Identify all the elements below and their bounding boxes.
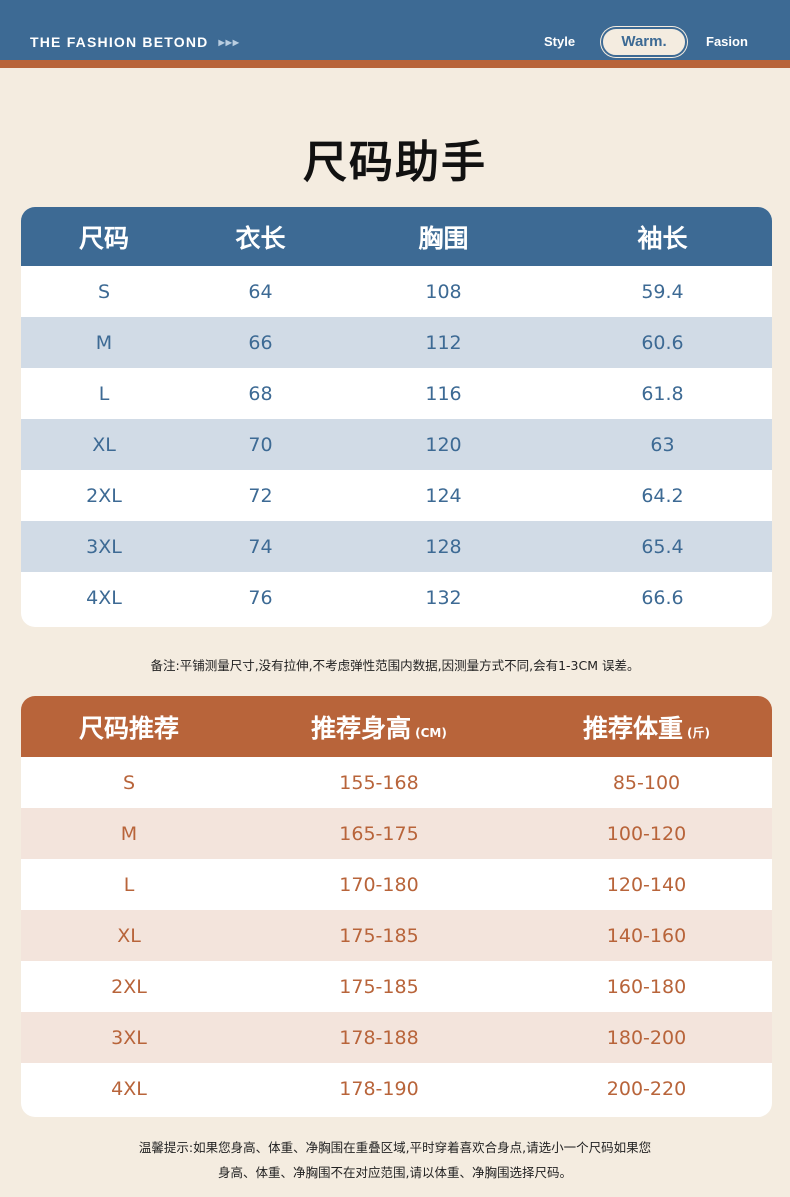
cell-rec-size: 4XL [111,1077,147,1100]
size-table-row: 4XL 76 132 66.6 [21,572,772,623]
header-rec-size: 尺码推荐 [78,713,179,743]
size-table-row: M 66 112 60.6 [21,317,772,368]
nav-fasion[interactable]: Fasion [706,34,748,49]
cell-height: 175-185 [339,924,419,947]
cell-sleeve: 64.2 [641,484,684,507]
recommend-table-row: XL 175-185 140-160 [21,910,772,961]
page-title: 尺码助手 [303,137,487,188]
cell-rec-size: 2XL [111,975,147,998]
top-banner: THE FASHION BETOND ▶▶▶ Style Warm. Fasion [0,0,790,68]
cell-size: S [97,280,111,303]
tip-line-2: 身高、体重、净胸围不在对应范围,请以体重、净胸围选择尺码。 [218,1165,572,1180]
recommend-table-row: L 170-180 120-140 [21,859,772,910]
cell-length: 76 [248,586,273,609]
cell-size: L [98,382,110,405]
cell-weight: 120-140 [606,873,687,896]
brand-text: THE FASHION BETOND ▶▶▶ [30,34,240,50]
cell-size: M [95,331,113,354]
cell-weight: 85-100 [612,771,681,794]
cell-size: 3XL [86,535,122,558]
cell-sleeve: 66.6 [641,586,684,609]
cell-rec-size: L [123,873,135,896]
size-table-row: XL 70 120 63 [21,419,772,470]
header-size: 尺码 [78,223,129,253]
recommend-table-header: 尺码推荐 推荐身高 (CM) 推荐体重 (斤) [21,696,772,757]
cell-weight: 140-160 [606,924,687,947]
cell-sleeve: 61.8 [641,382,684,405]
cell-length: 70 [248,433,273,456]
cell-length: 66 [248,331,273,354]
cell-chest: 132 [425,586,462,609]
header-height: 推荐身高 (CM) [311,713,447,743]
cell-chest: 108 [425,280,462,303]
size-table-header: 尺码 衣长 胸围 袖长 [21,207,772,266]
header-length: 衣长 [235,223,286,253]
header-chest: 胸围 [418,223,469,253]
size-table: 尺码 衣长 胸围 袖长 S 64 108 59.4 M 66 112 60.6 L 68 116 61… [21,207,772,627]
recommend-table: 尺码推荐 推荐身高 (CM) 推荐体重 (斤) S 155-168 85-100 M 165… [21,696,772,1117]
cell-rec-size: XL [117,924,141,947]
cell-chest: 128 [425,535,462,558]
header-weight: 推荐体重 (斤) [583,713,710,743]
cell-weight: 160-180 [606,975,687,998]
cell-weight: 200-220 [606,1077,687,1100]
weight-unit: (斤) [687,725,710,740]
header-sleeve: 袖长 [637,223,688,253]
cell-size: 4XL [86,586,122,609]
measurement-note: 备注:平铺测量尺寸,没有拉伸,不考虑弹性范围内数据,因测量方式不同,会有1-3C… [150,658,640,673]
cell-chest: 112 [425,331,462,354]
cell-chest: 124 [425,484,462,507]
cell-height: 170-180 [339,873,419,896]
recommend-table-row: 3XL 178-188 180-200 [21,1012,772,1063]
tip-line-1: 温馨提示:如果您身高、体重、净胸围在重叠区域,平时穿着喜欢合身点,请选小一个尺码… [138,1140,652,1155]
nav-warm-badge[interactable]: Warm. [603,29,685,55]
cell-sleeve: 59.4 [641,280,684,303]
size-table-row: 3XL 74 128 65.4 [21,521,772,572]
recommend-table-row: 4XL 178-190 200-220 [21,1063,772,1114]
recommend-table-row: 2XL 175-185 160-180 [21,961,772,1012]
arrows-icon: ▶▶▶ [218,38,240,47]
cell-rec-size: S [122,771,136,794]
cell-size: XL [92,433,116,456]
size-table-row: S 64 108 59.4 [21,266,772,317]
cell-height: 178-188 [339,1026,419,1049]
cell-size: 2XL [86,484,122,507]
size-table-row: L 68 116 61.8 [21,368,772,419]
recommend-table-row: S 155-168 85-100 [21,757,772,808]
cell-height: 165-175 [339,822,419,845]
cell-height: 178-190 [339,1077,419,1100]
cell-sleeve: 60.6 [641,331,684,354]
cell-length: 74 [248,535,273,558]
cell-sleeve: 65.4 [641,535,684,558]
cell-height: 175-185 [339,975,419,998]
nav-style[interactable]: Style [544,34,576,49]
cell-length: 68 [248,382,273,405]
recommend-table-row: M 165-175 100-120 [21,808,772,859]
cell-height: 155-168 [339,771,419,794]
cell-length: 72 [248,484,273,507]
cell-rec-size: M [120,822,138,845]
cell-sleeve: 63 [650,433,675,456]
warm-tip: 温馨提示:如果您身高、体重、净胸围在重叠区域,平时穿着喜欢合身点,请选小一个尺码… [60,1135,730,1185]
height-unit: (CM) [415,725,447,740]
cell-rec-size: 3XL [111,1026,147,1049]
size-table-row: 2XL 72 124 64.2 [21,470,772,521]
cell-length: 64 [248,280,273,303]
cell-chest: 120 [425,433,462,456]
cell-weight: 100-120 [606,822,687,845]
cell-chest: 116 [425,382,462,405]
cell-weight: 180-200 [606,1026,687,1049]
